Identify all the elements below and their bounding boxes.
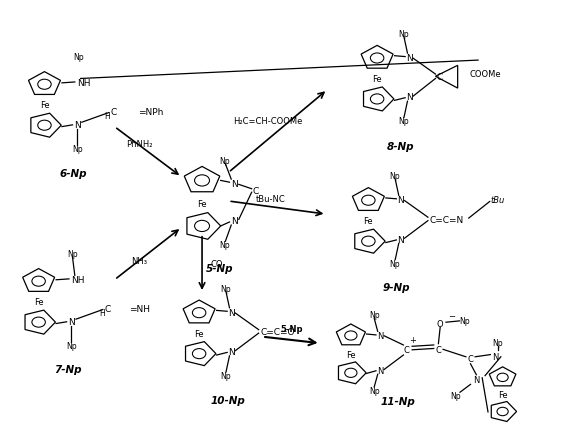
Text: N: N	[377, 331, 383, 340]
Text: C: C	[110, 108, 116, 117]
Text: N: N	[230, 217, 238, 226]
Text: 9-Np: 9-Np	[383, 283, 410, 293]
Text: PhNH₂: PhNH₂	[126, 139, 153, 148]
Text: N: N	[406, 54, 412, 63]
Text: Np: Np	[66, 341, 77, 350]
Text: N: N	[473, 376, 480, 385]
Text: C=C=N: C=C=N	[429, 215, 464, 224]
Text: N: N	[397, 235, 404, 244]
Text: C: C	[436, 73, 443, 81]
Text: C: C	[253, 186, 259, 195]
Text: N: N	[228, 347, 235, 356]
Text: C: C	[104, 304, 111, 313]
Text: C: C	[435, 345, 441, 354]
Text: N: N	[377, 366, 383, 375]
Text: CO: CO	[211, 259, 223, 268]
Text: H: H	[99, 308, 105, 318]
Text: Np: Np	[219, 241, 229, 250]
Text: C=C=O: C=C=O	[260, 328, 295, 336]
Text: Np: Np	[72, 145, 82, 154]
Text: C: C	[467, 355, 473, 364]
Text: Np: Np	[398, 117, 409, 126]
Text: Np: Np	[219, 156, 229, 166]
Text: C: C	[404, 345, 410, 354]
Text: Np: Np	[493, 339, 503, 347]
Text: Fe: Fe	[34, 297, 43, 307]
Text: 8-Np: 8-Np	[387, 142, 414, 152]
Text: −: −	[448, 311, 455, 320]
Text: Fe: Fe	[197, 199, 207, 208]
Text: Np: Np	[73, 53, 84, 62]
Text: NH: NH	[71, 276, 85, 285]
Text: Fe: Fe	[363, 217, 373, 226]
Text: =NPh: =NPh	[138, 108, 163, 117]
Text: NH: NH	[77, 79, 91, 88]
Text: N: N	[230, 180, 238, 189]
Text: COOMe: COOMe	[469, 70, 501, 78]
Text: H₂C=CH-COOMe: H₂C=CH-COOMe	[233, 116, 302, 125]
Text: Fe: Fe	[372, 75, 382, 84]
Text: Fe: Fe	[346, 350, 356, 359]
Text: =NH: =NH	[129, 304, 150, 313]
Text: Np: Np	[398, 30, 409, 39]
Text: 5-Np: 5-Np	[206, 263, 233, 273]
Text: Np: Np	[390, 259, 400, 268]
Text: 11-Np: 11-Np	[380, 396, 415, 406]
Text: Fe: Fe	[40, 101, 49, 110]
Text: +: +	[409, 336, 415, 344]
Text: 6-Np: 6-Np	[60, 168, 87, 178]
Text: Np: Np	[369, 386, 380, 395]
Text: 10-Np: 10-Np	[211, 395, 246, 405]
Text: N: N	[228, 308, 235, 317]
Text: Fe: Fe	[194, 329, 204, 338]
Text: N: N	[74, 120, 81, 130]
Text: O: O	[437, 320, 443, 328]
Text: Np: Np	[459, 317, 470, 326]
Text: N: N	[406, 93, 412, 102]
Text: N: N	[397, 196, 404, 205]
Text: N: N	[492, 353, 498, 361]
Text: Np: Np	[220, 284, 230, 293]
Text: Np: Np	[390, 172, 400, 181]
Text: 7-Np: 7-Np	[54, 365, 81, 374]
Text: Np: Np	[450, 391, 461, 400]
Text: NH₃: NH₃	[132, 256, 147, 265]
Text: N: N	[68, 317, 75, 326]
Text: Np: Np	[369, 311, 380, 320]
Text: 5-Np: 5-Np	[280, 325, 302, 333]
Text: tBu: tBu	[491, 196, 505, 205]
Text: H: H	[105, 112, 111, 121]
Text: Fe: Fe	[498, 390, 507, 399]
Text: Np: Np	[67, 249, 78, 258]
Text: tBu-NC: tBu-NC	[256, 195, 286, 204]
Text: Np: Np	[220, 371, 230, 380]
